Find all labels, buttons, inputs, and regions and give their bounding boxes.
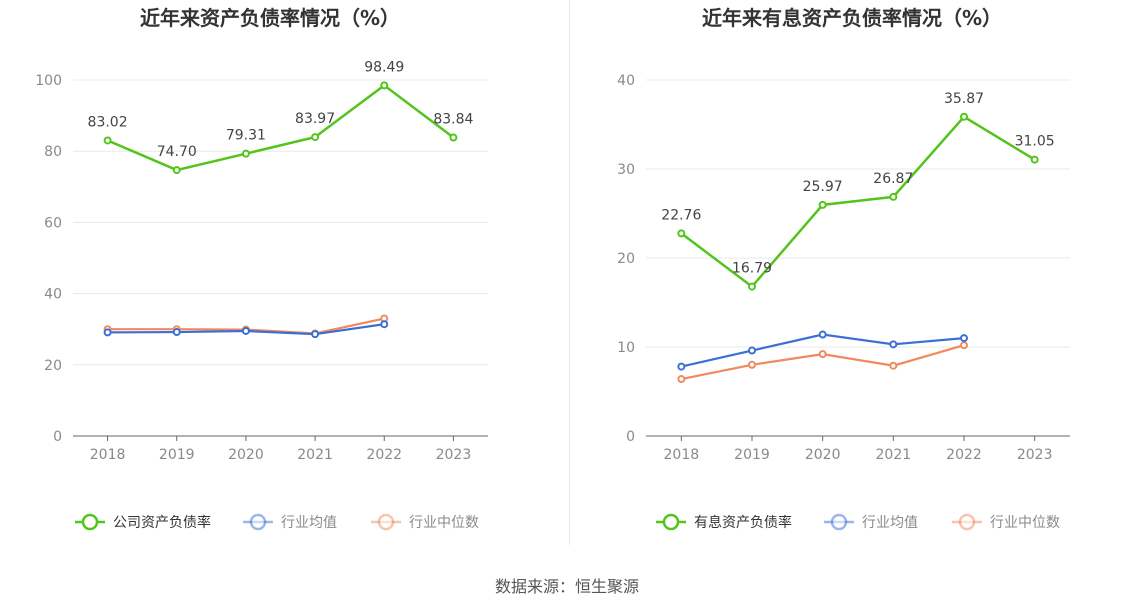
data-point	[172, 166, 181, 175]
data-point	[311, 330, 320, 339]
data-label: 25.97	[803, 179, 843, 195]
data-point	[172, 328, 181, 337]
data-point	[449, 133, 458, 142]
x-tick-label: 2020	[805, 447, 841, 463]
y-tick-label: 30	[617, 162, 635, 178]
x-tick-label: 2021	[297, 447, 333, 463]
x-tick-label: 2018	[90, 447, 126, 463]
data-point	[889, 340, 898, 349]
data-point	[677, 229, 686, 238]
legend-item: 行业中位数	[371, 513, 479, 531]
data-point	[748, 360, 756, 369]
data-point	[748, 282, 756, 291]
y-tick-label: 100	[35, 73, 62, 89]
data-point	[241, 149, 250, 158]
data-label: 79.31	[226, 128, 266, 144]
x-tick-label: 2023	[1017, 447, 1053, 463]
legend-item: 行业均值	[824, 513, 918, 531]
y-tick-label: 20	[44, 358, 62, 374]
x-tick-label: 2019	[734, 447, 770, 463]
data-label: 22.76	[661, 207, 701, 223]
data-point	[889, 361, 898, 370]
legend-label: 有息资产负债率	[694, 514, 792, 531]
legend-item: 行业均值	[243, 513, 337, 531]
data-point	[241, 326, 250, 335]
data-point	[748, 346, 756, 355]
x-tick-label: 2019	[159, 447, 195, 463]
chart-left: 近年来资产负债率情况（%） 0 20 40 60 80 100 2018 2019 2020 202…	[0, 0, 570, 560]
legend-item: 行业中位数	[952, 513, 1060, 531]
y-tick-label: 0	[626, 429, 635, 445]
data-point	[960, 341, 968, 350]
data-label: 98.49	[364, 59, 404, 75]
chart-right: 近年来有息资产负债率情况（%） 0 10 20 30 40 2018 2019 2020 2021…	[572, 0, 1134, 560]
y-tick-label: 0	[53, 429, 62, 445]
data-label: 83.84	[433, 112, 473, 128]
legend-label: 行业均值	[281, 515, 337, 531]
data-label: 26.87	[873, 171, 913, 187]
y-tick-label: 40	[44, 287, 62, 303]
data-point	[677, 362, 686, 371]
chart-title: 近年来有息资产负债率情况（%）	[702, 6, 1002, 30]
data-label: 83.02	[88, 114, 128, 130]
data-point	[818, 350, 827, 359]
x-tick-label: 2022	[946, 447, 982, 463]
data-source: 数据来源：恒生聚源	[494, 577, 639, 596]
y-tick-label: 80	[44, 144, 62, 160]
legend-swatch-marker	[377, 513, 395, 531]
data-point	[103, 136, 112, 145]
legend-item: 有息资产负债率	[656, 513, 792, 531]
data-point	[380, 81, 389, 90]
legend-label: 行业均值	[862, 515, 918, 531]
data-point	[960, 112, 968, 121]
legend-swatch-marker	[830, 513, 848, 531]
x-tick-label: 2018	[664, 447, 700, 463]
y-tick-label: 20	[617, 251, 635, 267]
chart-divider	[569, 0, 570, 545]
series-line	[107, 83, 455, 172]
y-tick-label: 40	[617, 73, 635, 89]
chart-left-svg: 近年来资产负债率情况（%） 0 20 40 60 80 100 2018 2019 2020 202…	[35, 6, 488, 531]
data-point	[818, 200, 827, 209]
legend-swatch-marker	[249, 513, 267, 531]
data-label: 74.70	[157, 144, 197, 160]
legend-swatch-marker	[662, 513, 680, 531]
data-point	[1030, 155, 1039, 164]
data-point	[960, 334, 968, 343]
data-label: 35.87	[944, 91, 984, 107]
data-point	[818, 330, 827, 339]
legend-label: 行业中位数	[409, 515, 479, 531]
data-point	[380, 320, 389, 329]
legend-label: 公司资产负债率	[113, 514, 211, 531]
data-point	[103, 328, 112, 337]
legend-swatch-marker	[958, 513, 976, 531]
data-label: 16.79	[732, 261, 772, 277]
x-tick-label: 2023	[436, 447, 472, 463]
data-label: 31.05	[1015, 134, 1055, 150]
y-tick-label: 60	[44, 215, 62, 231]
series-line	[680, 115, 1036, 289]
data-label: 83.97	[295, 111, 335, 127]
chart-right-svg: 近年来有息资产负债率情况（%） 0 10 20 30 40 2018 2019 2020 2021…	[617, 6, 1070, 531]
data-point	[677, 375, 686, 384]
y-tick-label: 10	[617, 340, 635, 356]
legend-label: 行业中位数	[990, 515, 1060, 531]
x-tick-label: 2020	[228, 447, 264, 463]
data-point	[889, 192, 898, 201]
x-tick-label: 2021	[876, 447, 912, 463]
x-tick-label: 2022	[366, 447, 402, 463]
data-point	[311, 133, 320, 142]
legend-swatch-marker	[81, 513, 99, 531]
chart-title: 近年来资产负债率情况（%）	[140, 6, 400, 30]
legend-item: 公司资产负债率	[75, 513, 211, 531]
